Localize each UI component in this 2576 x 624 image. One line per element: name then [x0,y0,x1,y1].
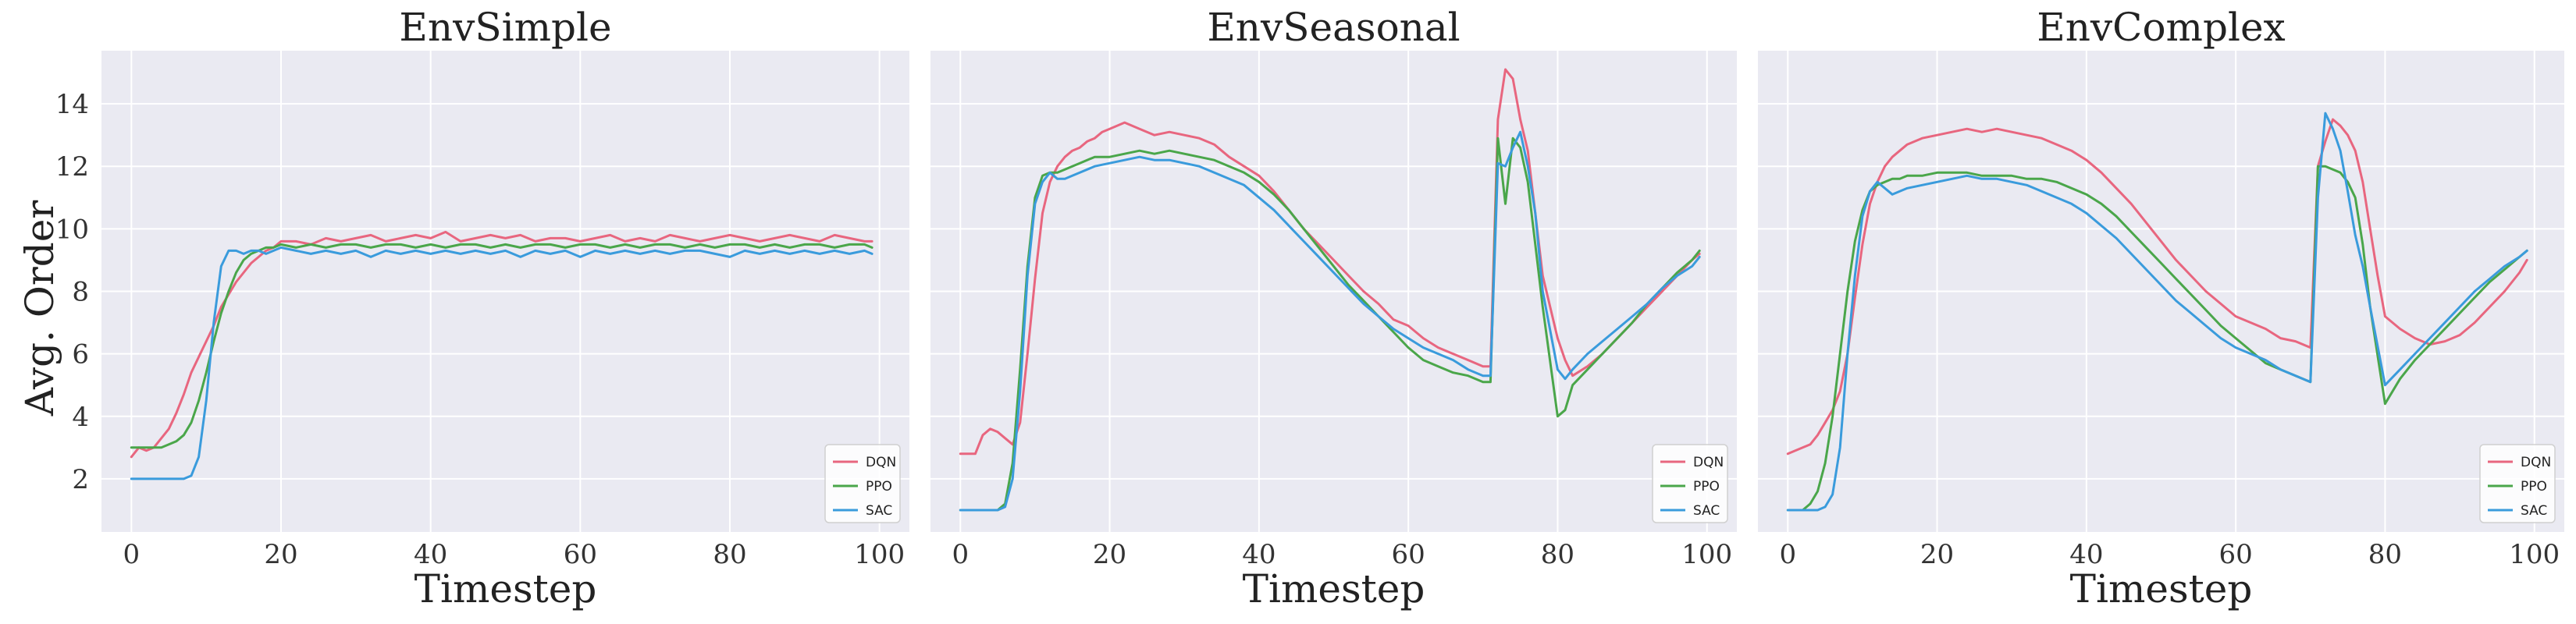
legend-label-ppo: PPO [2521,479,2547,495]
legend-label-dqn: DQN [866,455,896,470]
x-axis-label: Timestep [2070,566,2253,612]
series-line-sac [130,246,873,480]
x-tick-label: 20 [1920,539,1954,570]
legend-label-sac: SAC [1693,503,1720,519]
series-line-sac [1786,112,2528,512]
y-tick-label: 6 [72,339,89,370]
x-tick-label: 100 [854,539,905,570]
x-tick-label: 60 [1392,539,1425,570]
panel-title: EnvComplex [2037,5,2286,50]
x-axis-label: Timestep [1243,566,1425,612]
x-tick-label: 40 [1242,539,1276,570]
x-tick-label: 80 [713,539,746,570]
legend-label-dqn: DQN [2521,455,2551,470]
x-tick-label: 40 [2069,539,2103,570]
y-tick-label: 12 [55,151,89,183]
series-line-dqn [130,230,873,459]
panel-envcomplex: 0 20 40 60 80 100 EnvComplex Timestep DQN PPO SAC [1758,5,2564,612]
panel-title: EnvSeasonal [1207,5,1460,50]
legend-label-ppo: PPO [1693,479,1720,495]
panel-title: EnvSimple [399,5,611,50]
x-axis-label: Timestep [415,566,597,612]
y-tick-label: 4 [72,402,89,433]
panel-envsimple: 0 20 40 60 80 100 2 4 6 8 10 12 14 EnvSimple Timestep D… [55,5,909,612]
y-tick-label: 14 [55,89,89,120]
x-tick-label: 80 [1541,539,1574,570]
x-tick-label: 40 [414,539,447,570]
legend-box [2479,444,2556,523]
x-tick-label: 20 [264,539,297,570]
series-line-sac [959,130,1701,512]
legend: DQN PPO SAC [1652,444,1728,523]
legend: DQN PPO SAC [2479,444,2556,523]
y-tick-label: 8 [72,277,89,308]
y-tick-label: 2 [72,464,89,495]
series-line-ppo [130,243,873,449]
x-tick-label: 0 [1779,539,1796,570]
x-tick-label: 20 [1093,539,1126,570]
x-tick-label: 100 [1681,539,1732,570]
legend-label-sac: SAC [2521,503,2547,519]
legend-box [824,444,901,523]
x-tick-label: 60 [2219,539,2253,570]
panel-envseasonal: 0 20 40 60 80 100 EnvSeasonal Timestep DQN PPO SAC [930,5,1737,612]
y-tick-label: 10 [55,214,89,245]
legend-label-sac: SAC [866,503,892,519]
x-tick-label: 80 [2368,539,2402,570]
x-tick-label: 0 [123,539,141,570]
x-tick-label: 0 [952,539,969,570]
legend-box [1652,444,1728,523]
series-line-dqn [1786,118,2528,456]
x-tick-label: 100 [2509,539,2560,570]
x-tick-label: 60 [564,539,597,570]
y-axis-label: Avg. Order [17,200,62,417]
legend-label-ppo: PPO [866,479,892,495]
legend-label-dqn: DQN [1693,455,1724,470]
legend: DQN PPO SAC [824,444,901,523]
